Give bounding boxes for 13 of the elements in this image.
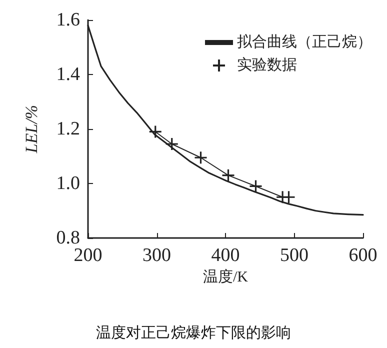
y-tick-label: 1.6 xyxy=(56,10,80,30)
text: 温度对正己烷爆炸下限的影响 xyxy=(96,324,291,342)
y-tick-label: 1.4 xyxy=(56,64,80,85)
x-tick-label: 500 xyxy=(280,245,308,266)
x-tick-label: 600 xyxy=(348,245,378,266)
legend-label: 实验数据 xyxy=(237,56,297,74)
x-tick-label: 400 xyxy=(211,245,240,266)
y-tick-label: 1.2 xyxy=(56,118,80,140)
y-tick-label: 1.0 xyxy=(56,173,80,194)
x-axis-title: 温度/K xyxy=(203,268,248,286)
x-tick-label: 300 xyxy=(142,245,171,266)
y-axis-title: LEL/% xyxy=(22,104,41,154)
legend-label: 拟合曲线（正己烷） xyxy=(237,34,372,50)
